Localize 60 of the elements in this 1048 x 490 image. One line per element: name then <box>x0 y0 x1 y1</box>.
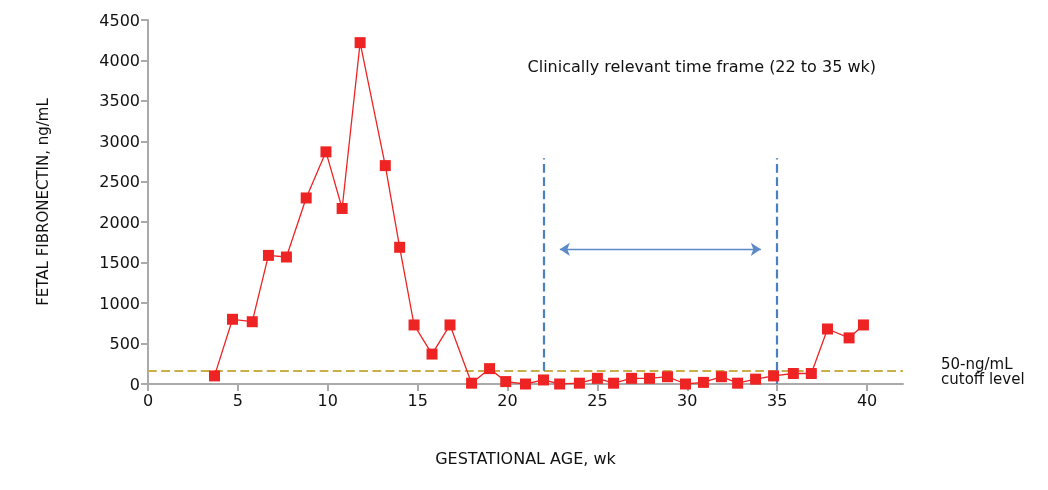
x-tick-label: 35 <box>766 390 788 410</box>
point <box>857 319 869 331</box>
y-tick-label: 1500 <box>99 253 140 273</box>
point <box>209 370 221 382</box>
annotation: Clinically relevant time frame (22 to 35 wk) <box>527 56 876 76</box>
point <box>394 241 406 253</box>
x-tick-label: 20 <box>497 390 518 410</box>
point <box>484 363 496 375</box>
point <box>750 373 762 385</box>
point <box>520 378 531 390</box>
y-tick-label: 500 <box>109 334 140 354</box>
y-tick-label: 1000 <box>99 293 140 313</box>
point <box>226 313 238 325</box>
point <box>426 348 438 360</box>
point <box>500 376 512 388</box>
point <box>608 377 620 389</box>
point <box>591 372 603 384</box>
point <box>300 192 312 204</box>
y-tick-label: 2500 <box>99 172 140 192</box>
ref-line-label: 50-ng/mL cutoff level <box>941 354 1025 388</box>
x-tick-label: 30 <box>677 390 698 410</box>
x-tick-label: 10 <box>317 390 338 410</box>
point <box>320 146 332 158</box>
x-tick-label: 40 <box>856 390 878 410</box>
x-tick-label: 5 <box>232 390 243 410</box>
point <box>573 377 585 389</box>
y-tick-label: 3000 <box>99 131 140 151</box>
point <box>805 367 817 379</box>
point <box>336 202 348 214</box>
x-tick-label: 15 <box>407 390 428 410</box>
point <box>408 319 420 331</box>
point <box>787 367 799 379</box>
y-tick-label: 4500 <box>99 10 140 30</box>
point <box>554 378 566 390</box>
point <box>444 319 456 331</box>
y-tick-label: 0 <box>129 374 140 394</box>
y-tick-label: 2000 <box>99 212 140 232</box>
point <box>280 251 292 263</box>
point <box>626 372 638 384</box>
point <box>354 37 366 49</box>
point <box>262 249 274 261</box>
point <box>732 377 744 389</box>
y-axis-title: FETAL FIBRONECTIN, ng/mL <box>33 97 52 306</box>
point <box>537 374 549 386</box>
x-axis-title: GESTATIONAL AGE, wk <box>435 448 617 468</box>
point <box>768 370 780 382</box>
x-tick-label: 0 <box>142 390 154 410</box>
point <box>379 160 391 172</box>
point <box>679 378 691 390</box>
point <box>662 371 674 383</box>
x-tick-label: 25 <box>587 390 608 410</box>
y-tick-label: 3500 <box>99 91 140 111</box>
point <box>697 376 709 388</box>
point <box>715 371 727 383</box>
y-tick-label: 4000 <box>99 50 140 70</box>
point <box>644 372 656 384</box>
point <box>246 316 258 328</box>
point <box>822 323 833 335</box>
point <box>843 332 855 344</box>
point <box>466 377 478 389</box>
